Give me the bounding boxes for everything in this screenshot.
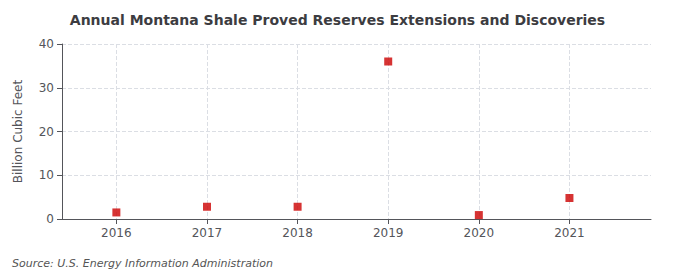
svg-text:2018: 2018: [282, 226, 313, 240]
svg-text:0: 0: [46, 212, 54, 226]
svg-text:30: 30: [39, 81, 54, 95]
svg-text:2020: 2020: [464, 226, 495, 240]
svg-text:40: 40: [39, 37, 54, 51]
svg-text:20: 20: [39, 125, 54, 139]
svg-text:Annual Montana Shale Proved Re: Annual Montana Shale Proved Reserves Ext…: [70, 12, 605, 28]
svg-text:2016: 2016: [101, 226, 132, 240]
svg-text:2021: 2021: [554, 226, 585, 240]
svg-text:10: 10: [39, 168, 54, 182]
svg-text:2017: 2017: [192, 226, 223, 240]
svg-text:Billion Cubic Feet: Billion Cubic Feet: [11, 80, 25, 184]
svg-text:Source: U.S. Energy Informatio: Source: U.S. Energy Information Administ…: [12, 257, 273, 270]
svg-text:2019: 2019: [373, 226, 404, 240]
